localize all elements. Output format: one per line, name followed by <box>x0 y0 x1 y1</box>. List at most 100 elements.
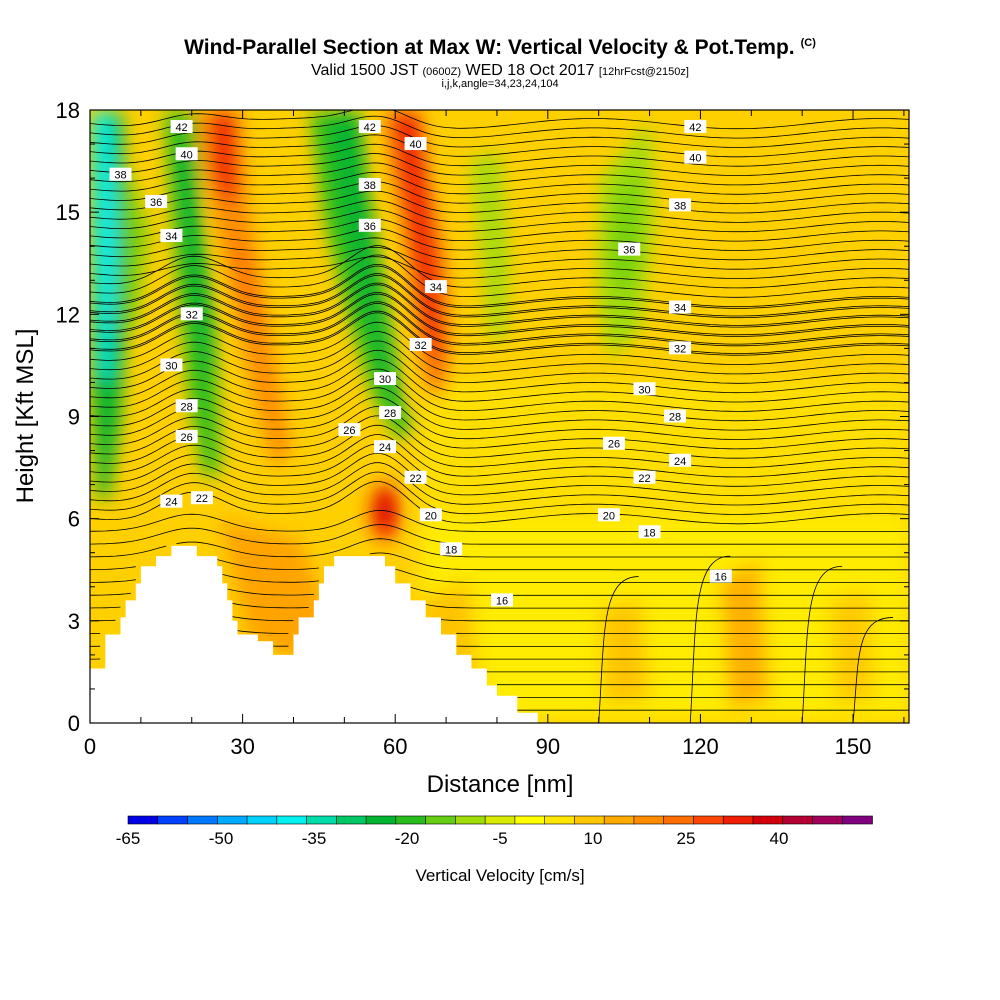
colorbar-swatch <box>276 815 308 825</box>
isentrope-line <box>90 396 909 440</box>
isentrope-label-text: 16 <box>496 595 508 607</box>
isentrope-label: 38 <box>358 177 381 192</box>
isentrope-label-text: 30 <box>379 374 391 386</box>
isentrope-label: 22 <box>633 470 656 485</box>
y-tick-label: 0 <box>68 711 80 736</box>
isentrope-line <box>227 588 314 596</box>
x-axis: 0 30 60 90 120 150 <box>84 110 905 759</box>
isentrope-label-text: 38 <box>114 170 126 182</box>
isentrope-line <box>440 619 909 622</box>
colorbar-swatch <box>336 815 367 825</box>
isentrope-line <box>689 555 731 723</box>
isentrope-label: 22 <box>404 470 427 485</box>
section-info-text: i,j,k,angle=34,23,24,104 <box>441 78 559 90</box>
isentrope-label-text: 24 <box>165 497 177 509</box>
isentrope-line <box>176 538 909 558</box>
chart-title-suffix: (C) <box>800 37 816 49</box>
colorbar: -65 -50 -35 -20 -5 10 25 40 <box>116 815 873 848</box>
colorbar-swatch <box>782 815 814 825</box>
colorbar-swatch <box>544 815 576 825</box>
colorbar-tick-label: 40 <box>770 829 789 848</box>
colorbar-swatch <box>633 815 665 825</box>
x-tick-label: 60 <box>383 734 407 759</box>
isentrope-label: 34 <box>424 280 447 294</box>
colorbar-swatch <box>484 815 516 825</box>
isentrope-label-text: 18 <box>643 527 655 539</box>
y-tick-label: 3 <box>68 609 80 634</box>
isentrope-line <box>90 606 121 609</box>
isentrope-label: 34 <box>669 300 692 315</box>
isentrope-line <box>90 292 909 336</box>
isentrope-line <box>90 462 909 506</box>
isentrope-line <box>369 552 909 571</box>
chart-subtitle: Valid 1500 JST (0600Z) WED 18 Oct 2017 [… <box>0 62 1000 80</box>
colorbar-swatch <box>157 815 189 825</box>
isentrope-line <box>395 568 909 583</box>
isentrope-label: 38 <box>109 167 132 182</box>
isentrope-label: 36 <box>145 194 168 209</box>
isentrope-label-text: 38 <box>674 200 686 212</box>
colorbar-swatch <box>693 815 725 825</box>
isentrope-label: 40 <box>404 137 427 151</box>
isentrope-line <box>90 415 909 459</box>
isentrope-label: 42 <box>358 120 381 134</box>
isentrope-label-text: 38 <box>364 180 376 192</box>
isentrope-label-text: 36 <box>150 197 162 209</box>
isentrope-label-text: 28 <box>669 412 681 424</box>
isentrope-label-text: 24 <box>674 456 686 468</box>
isentrope-line <box>232 616 294 622</box>
isentrope-line <box>90 312 909 356</box>
isentrope-line <box>90 443 909 487</box>
isentrope-label-text: 36 <box>364 221 376 233</box>
isentrope-label-text: 42 <box>175 122 187 134</box>
x-axis-label: Distance [nm] <box>427 771 574 798</box>
isentrope-line <box>90 592 131 596</box>
isentrope-label-text: 32 <box>415 340 427 352</box>
valid-time-zulu: (0600Z) <box>422 66 462 78</box>
isentrope-line <box>90 256 909 280</box>
isentrope-label: 24 <box>669 453 692 468</box>
isentrope-line <box>90 254 909 298</box>
isentrope-label-text: 42 <box>364 122 376 134</box>
isentrope-label: 16 <box>491 593 514 607</box>
isentrope-label-text: 42 <box>689 122 701 134</box>
colorbar-tick-label: 25 <box>677 829 696 848</box>
y-tick-label: 9 <box>68 405 80 430</box>
isentrope-line <box>90 310 909 354</box>
colorbar-swatch <box>216 815 248 825</box>
isentrope-label: 28 <box>175 399 198 413</box>
isentrope-label: 30 <box>374 372 397 386</box>
isentrope-label: 18 <box>638 525 661 539</box>
colorbar-swatch <box>514 815 546 825</box>
isentrope-line <box>90 171 909 195</box>
forecast-info: [12hrFcst@2150z] <box>598 66 689 78</box>
colorbar-tick-label: -50 <box>209 829 234 848</box>
isentrope-label-text: 30 <box>638 384 650 396</box>
x-tick-label: 30 <box>230 734 254 759</box>
isentrope-label: 40 <box>684 150 707 165</box>
valid-date: WED 18 Oct 2017 <box>465 62 595 79</box>
colorbar-swatch <box>455 815 486 825</box>
isentrope-line <box>90 162 909 186</box>
isentrope-label: 28 <box>664 409 686 424</box>
isentrope-label: 24 <box>160 494 183 509</box>
isentrope-label-text: 18 <box>445 544 457 556</box>
colorbar-swatch <box>603 815 635 825</box>
isentrope-label: 36 <box>618 242 641 257</box>
isentrope-label: 30 <box>633 382 656 396</box>
isentrope-label-text: 22 <box>638 473 650 485</box>
isentrope-label-text: 26 <box>608 439 620 451</box>
isentrope-line <box>90 209 909 233</box>
isentrope-line <box>90 181 909 205</box>
isentrope-label: 40 <box>175 147 198 161</box>
chart-title-text: Wind-Parallel Section at Max W: Vertical… <box>184 36 795 59</box>
isentrope-label: 28 <box>379 406 402 420</box>
isentrope-label: 36 <box>358 218 381 233</box>
y-tick-label: 15 <box>56 200 80 225</box>
isentrope-line <box>801 565 843 723</box>
isentrope-label-text: 22 <box>409 473 421 485</box>
x-tick-label: 90 <box>536 734 560 759</box>
isentrope-line <box>90 124 909 148</box>
isentrope-line <box>598 576 639 723</box>
isentrope-line <box>90 263 909 308</box>
